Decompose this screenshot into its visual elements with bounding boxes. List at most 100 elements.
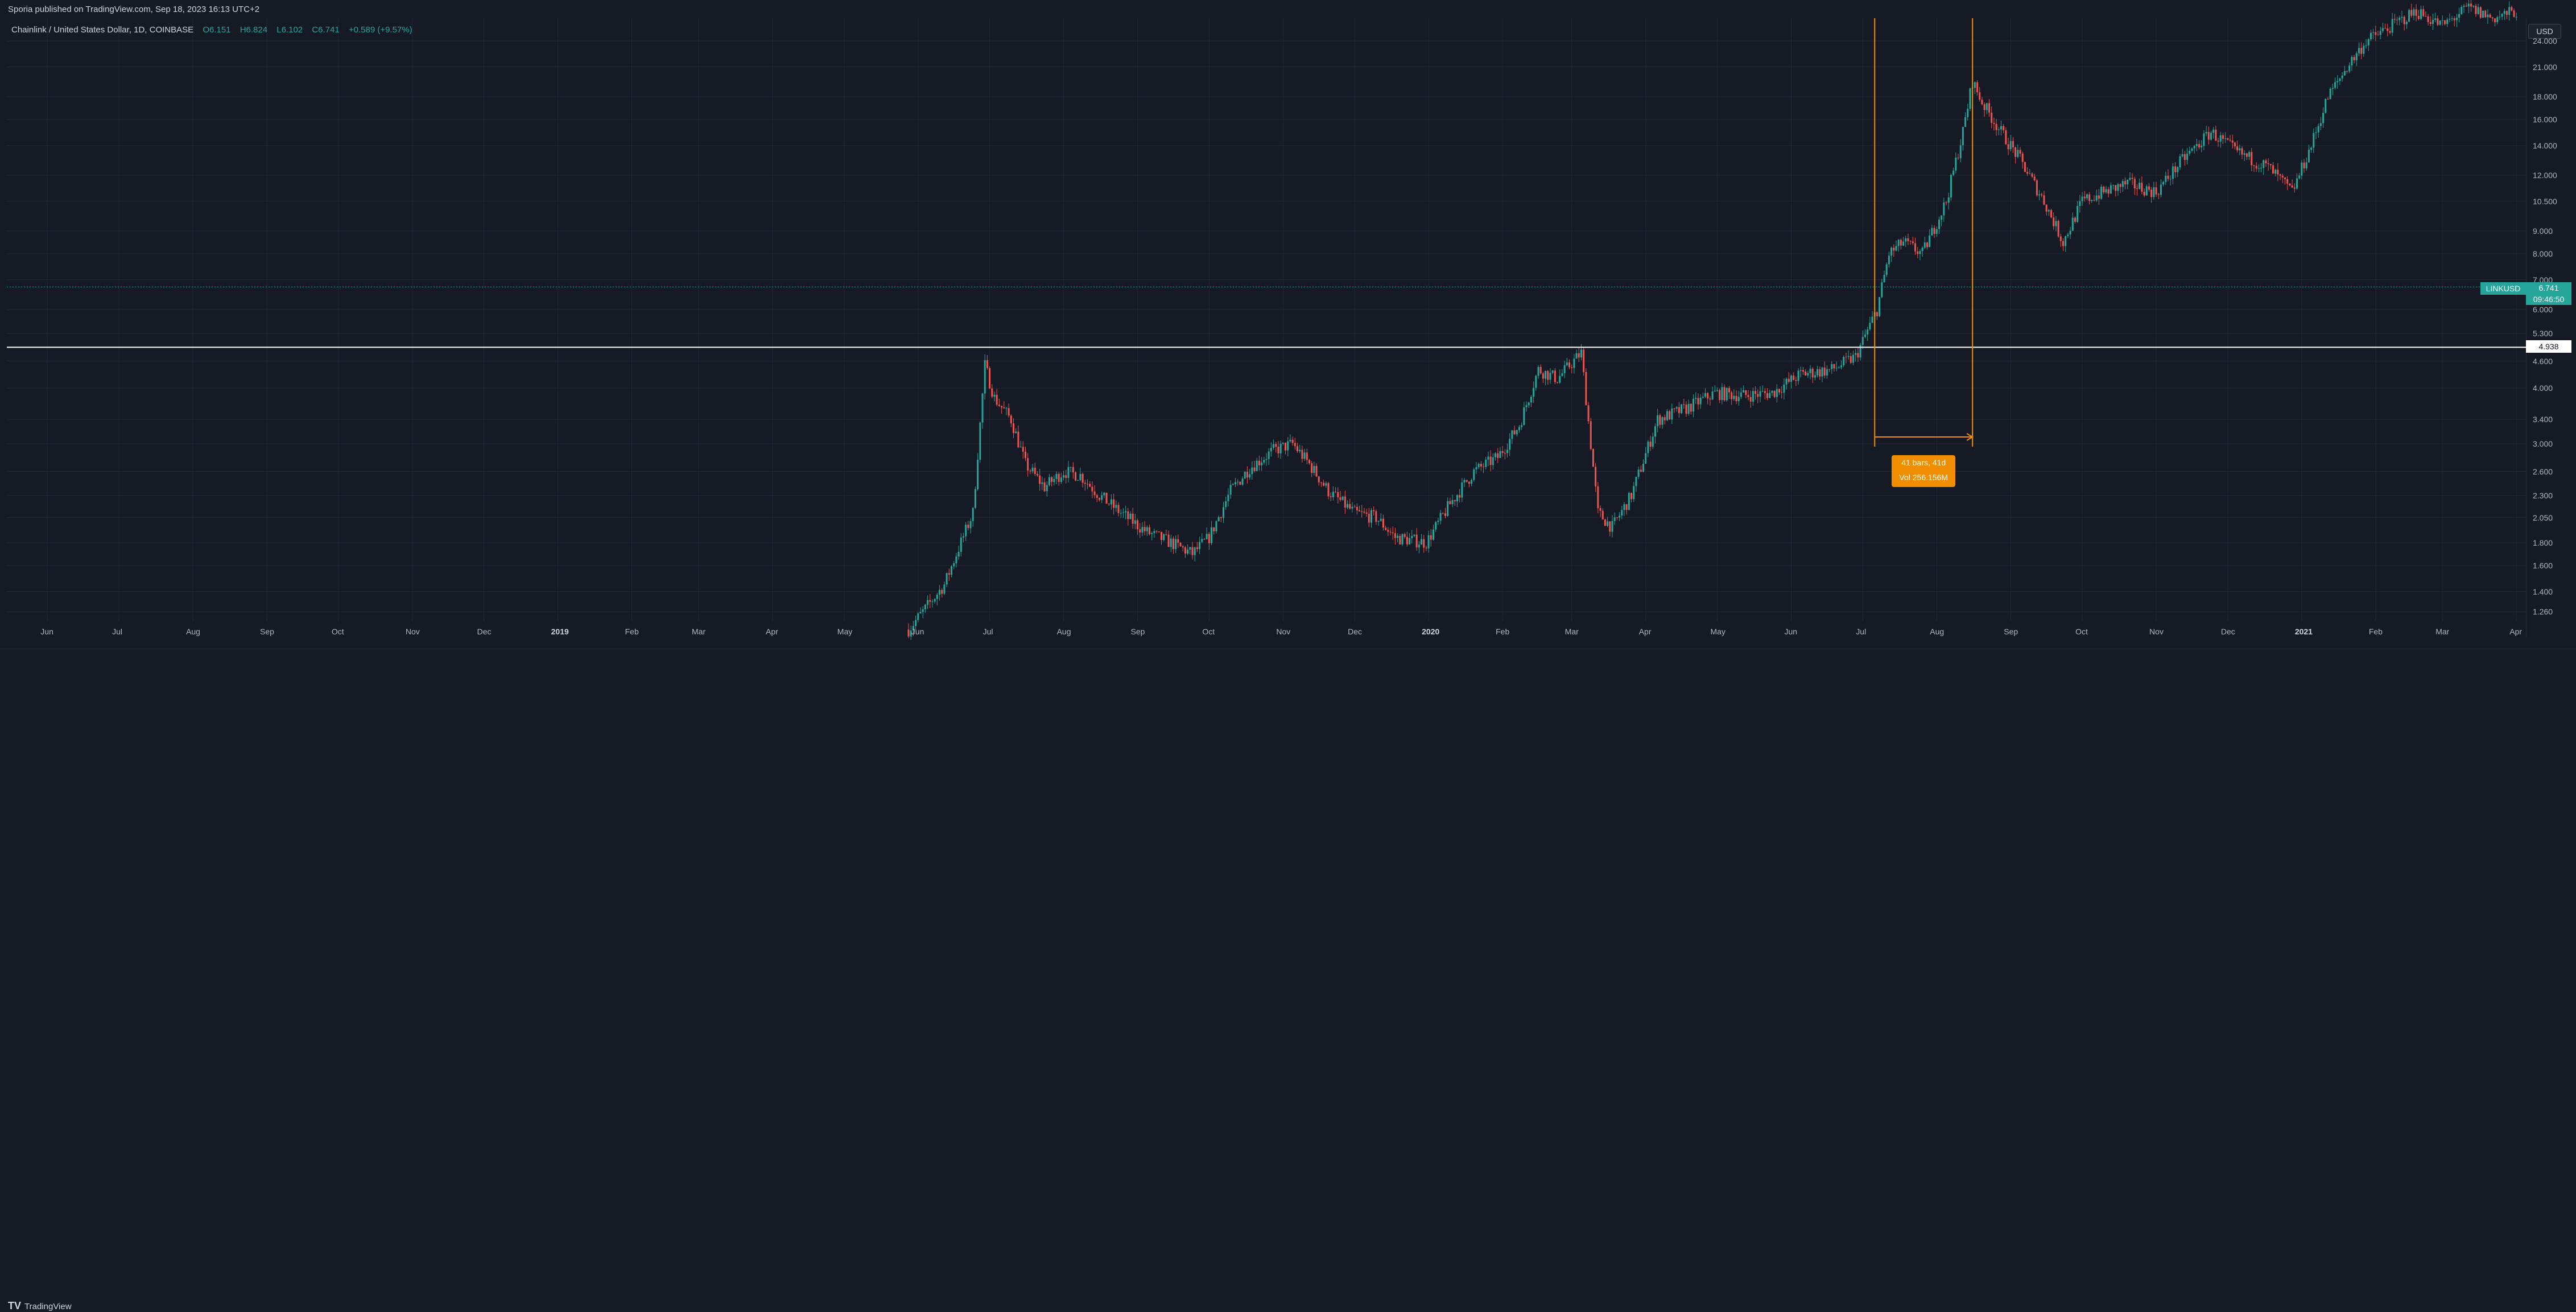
- candle-body: [967, 525, 969, 529]
- candle-body: [1785, 378, 1787, 385]
- candle-body: [1294, 443, 1296, 447]
- candle-body: [1867, 329, 1869, 335]
- candle-body: [1921, 247, 1923, 251]
- candle-body: [1938, 220, 1940, 229]
- price-axis-label: 6.000: [2533, 305, 2553, 315]
- candle-body: [1787, 378, 1790, 382]
- candle-body: [1852, 354, 1855, 363]
- candle-body: [1697, 398, 1699, 405]
- candle-body: [1545, 370, 1547, 379]
- candle-body: [2329, 88, 2331, 100]
- candle-body: [2415, 9, 2417, 16]
- candle-body: [1931, 228, 1933, 236]
- candle-body: [1568, 362, 1571, 368]
- candle-body: [2150, 189, 2153, 197]
- candle-body: [2053, 217, 2055, 226]
- candle-body: [1363, 511, 1365, 513]
- time-axis-label: Apr: [1638, 627, 1652, 636]
- measure-volume: Vol 256.156M: [1899, 473, 1948, 482]
- candle-body: [1755, 391, 1757, 394]
- candle-body: [1926, 242, 1929, 247]
- candle-body: [2296, 178, 2298, 189]
- candle-body: [1423, 539, 1425, 548]
- candle-body: [1225, 501, 1227, 508]
- candle-body: [2446, 19, 2449, 24]
- legend-change: +0.589 (+9.57%): [348, 25, 412, 35]
- chart-area[interactable]: [7, 18, 2526, 637]
- candle-body: [1382, 518, 1384, 528]
- candle-body: [2026, 172, 2029, 174]
- candle-body: [2484, 10, 2487, 18]
- price-axis-label: 2.600: [2533, 467, 2553, 476]
- candle-body: [1013, 423, 1015, 434]
- tradingview-logo[interactable]: TV TradingView: [8, 1300, 72, 1312]
- candle-body: [2293, 187, 2296, 189]
- candle-body: [2243, 153, 2245, 155]
- candle-body: [1435, 522, 1437, 530]
- candle-body: [2513, 10, 2515, 17]
- candle-body: [1952, 170, 1955, 175]
- candle-body: [2179, 156, 2181, 167]
- candle-body: [2458, 14, 2461, 18]
- candle-body: [2269, 164, 2272, 166]
- price-axis[interactable]: [2526, 18, 2576, 637]
- candle-body: [1995, 123, 1997, 130]
- candle-body: [2012, 141, 2014, 147]
- candle-body: [2160, 184, 2162, 195]
- candle-body: [1578, 353, 1580, 358]
- candle-body: [1888, 255, 1890, 265]
- candle-body: [1871, 316, 1873, 323]
- candle-body: [1979, 92, 1981, 100]
- candle-body: [2307, 150, 2310, 163]
- candle-body: [1941, 215, 1943, 220]
- candle-body: [2301, 162, 2303, 176]
- candle-body: [1917, 251, 1919, 254]
- candle-body: [2503, 11, 2505, 14]
- candle-body: [1048, 477, 1050, 485]
- candle-body: [1339, 497, 1341, 500]
- candle-body: [2515, 16, 2517, 18]
- candle-body: [1797, 370, 1799, 381]
- candle-body: [1539, 366, 1542, 374]
- candle-body: [1201, 539, 1203, 542]
- candle-body: [2124, 181, 2127, 185]
- candle-body: [2095, 195, 2098, 201]
- candle-body: [2024, 162, 2026, 172]
- candle-body: [1149, 527, 1151, 534]
- candle-body: [1900, 240, 1902, 246]
- candle-body: [1616, 517, 1618, 518]
- price-axis-label: 1.600: [2533, 561, 2553, 571]
- candle-body: [2470, 3, 2472, 7]
- candle-body: [1471, 480, 1473, 484]
- candle-body: [1521, 425, 1523, 427]
- candle-body: [1377, 521, 1380, 522]
- candle-body: [1330, 496, 1332, 497]
- candle-body: [2325, 98, 2327, 113]
- candle-body: [1187, 550, 1189, 554]
- candle-body: [1652, 436, 1654, 447]
- candle-body: [1244, 472, 1246, 479]
- currency-button[interactable]: USD: [2528, 24, 2561, 39]
- symbol-title[interactable]: Chainlink / United States Dollar, 1D, CO…: [11, 25, 194, 35]
- candle-body: [1523, 407, 1525, 426]
- time-axis[interactable]: [7, 621, 2526, 637]
- candle-body: [2339, 78, 2341, 81]
- candle-body: [2255, 166, 2257, 169]
- candle-body: [2107, 189, 2109, 194]
- candle-body: [1323, 482, 1325, 486]
- candle-body: [2379, 31, 2381, 35]
- legend-low: L6.102: [276, 25, 303, 35]
- candle-body: [2367, 39, 2369, 46]
- candle-body: [2381, 28, 2384, 31]
- candle-body: [1411, 535, 1413, 538]
- candle-body: [915, 620, 917, 626]
- candle-body: [1356, 506, 1358, 510]
- candle-body: [2065, 236, 2067, 246]
- candle-body: [2267, 163, 2269, 164]
- candle-body: [1766, 393, 1769, 398]
- candle-body: [2086, 194, 2088, 199]
- price-chart[interactable]: [0, 0, 2576, 669]
- candle-body: [2148, 186, 2150, 190]
- candle-body: [2186, 154, 2189, 160]
- candle-body: [1189, 547, 1191, 550]
